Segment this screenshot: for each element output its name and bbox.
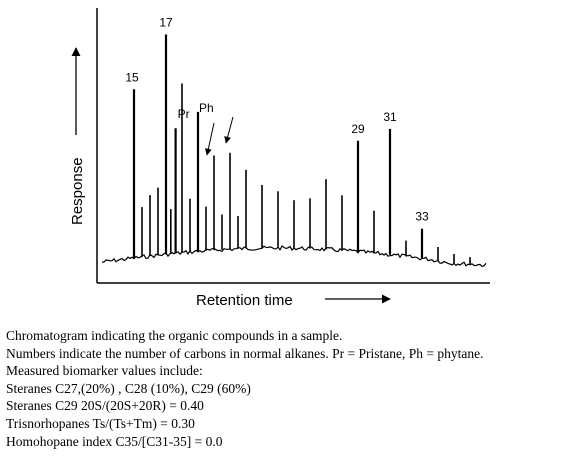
- caption-line-2: Numbers indicate the number of carbons i…: [6, 345, 484, 361]
- chromatogram-chart: Response Retention time 15 17 Pr Ph 29 31 33: [69, 8, 490, 309]
- caption-line-5: Steranes C29 20S/(20S+20R) = 0.40: [6, 398, 204, 414]
- caption-line-6: Trisnorhopanes Ts/(Ts+Tm) = 0.30: [6, 415, 195, 431]
- peak-label: 17: [159, 16, 173, 30]
- peak-label: 33: [415, 210, 429, 224]
- peaks-group: [132, 34, 471, 265]
- peak-label: 15: [125, 70, 139, 84]
- x-axis-label: Retention time: [196, 292, 293, 309]
- caption-line-7: Homohopane index C35/[C31-35] = 0.0: [6, 433, 223, 449]
- peak-label: Ph: [199, 101, 214, 115]
- caption-line-4: Steranes C27,(20%) , C28 (10%), C29 (60%…: [6, 380, 251, 396]
- peak-label: 31: [383, 110, 397, 124]
- y-axis-label: Response: [69, 157, 86, 225]
- peak-label: Pr: [178, 107, 190, 121]
- chromatogram-baseline: [102, 245, 487, 267]
- chart-caption: Chromatogram indicating the organic comp…: [6, 327, 571, 450]
- caption-line-1: Chromatogram indicating the organic comp…: [6, 328, 343, 343]
- caption-line-3: Measured biomarker values include:: [6, 363, 203, 379]
- pristane-arrow: [204, 122, 215, 156]
- peak-label: 29: [351, 122, 365, 136]
- phytane-arrow: [224, 116, 234, 144]
- peak-labels-group: 15 17 Pr Ph 29 31 33: [125, 16, 429, 224]
